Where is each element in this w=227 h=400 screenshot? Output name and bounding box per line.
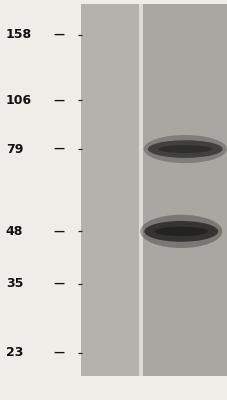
Text: —: — bbox=[53, 348, 64, 358]
Text: 23: 23 bbox=[6, 346, 23, 360]
Text: 158: 158 bbox=[6, 28, 32, 41]
Ellipse shape bbox=[154, 227, 207, 236]
Text: 79: 79 bbox=[6, 142, 23, 156]
Ellipse shape bbox=[147, 140, 222, 158]
Text: —: — bbox=[53, 96, 64, 106]
Bar bbox=[81, 4, 138, 376]
Ellipse shape bbox=[144, 221, 217, 242]
Bar bbox=[142, 4, 227, 376]
Text: —: — bbox=[53, 226, 64, 236]
Text: 35: 35 bbox=[6, 277, 23, 290]
Ellipse shape bbox=[143, 135, 226, 163]
Ellipse shape bbox=[140, 215, 221, 248]
Ellipse shape bbox=[158, 145, 211, 153]
Text: —: — bbox=[53, 30, 64, 40]
Text: —: — bbox=[53, 144, 64, 154]
Bar bbox=[138, 4, 142, 376]
Text: —: — bbox=[53, 278, 64, 288]
Text: 106: 106 bbox=[6, 94, 32, 107]
Text: 48: 48 bbox=[6, 225, 23, 238]
